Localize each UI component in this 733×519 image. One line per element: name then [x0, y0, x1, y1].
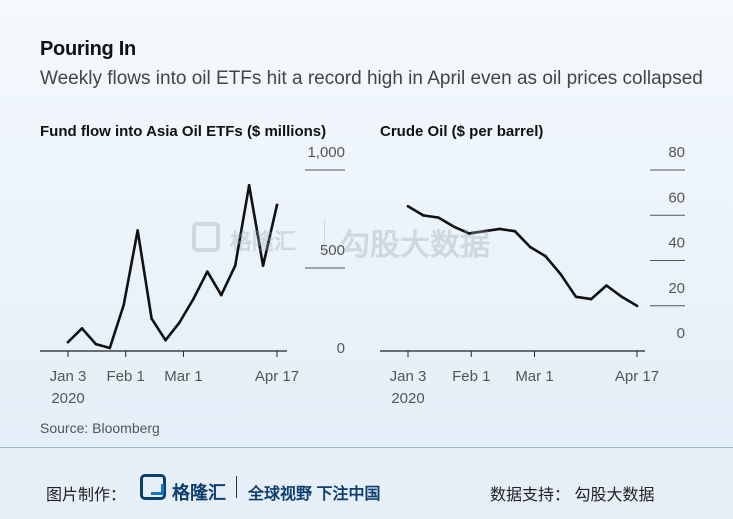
crude-oil-data-point: [483, 229, 486, 233]
crude-oil-data-point: [513, 229, 517, 233]
watermark-divider: [324, 220, 325, 256]
fund-flow-data-point: [206, 270, 209, 273]
crude-oil-data-point: [452, 225, 456, 228]
fund-flow-data-point: [66, 340, 70, 344]
watermark-logo-icon: [192, 222, 220, 252]
fund-flow-xtick-label: Jan 3: [50, 368, 87, 385]
fund-flow-series-line: [66, 184, 279, 350]
crude-oil-chart-title: Crude Oil ($ per barrel): [380, 123, 544, 140]
fund-flow-ytick-label: 0: [337, 340, 345, 357]
fund-flow-ytick-label: 500: [320, 242, 345, 259]
crude-oil-data-point: [574, 295, 578, 299]
crude-oil-xtick-label: Mar 1: [515, 368, 553, 385]
footer-made-by: 图片制作：: [46, 487, 127, 504]
footer-divider: [0, 447, 733, 448]
crude-oil-data-point: [528, 245, 532, 249]
watermark-slogan: 勾股大数据: [340, 229, 490, 262]
crude-oil-data-point: [544, 254, 547, 258]
fund-flow-data-point: [192, 297, 195, 301]
figure-subtitle: Weekly flows into oil ETFs hit a record …: [40, 68, 703, 89]
fund-flow-chart-title: Fund flow into Asia Oil ETFs ($ millions…: [40, 123, 327, 140]
crude-oil-ytick-label: 80: [668, 144, 685, 161]
crude-oil-xtick-label: Apr 17: [615, 368, 659, 385]
charts-canvas: 1,000 500 0 Jan 3 2020 Feb 1 Mar 1 Apr 17 80 60 40…: [40, 144, 685, 407]
crude-oil-xtick-label: Feb 1: [452, 368, 490, 385]
fund-flow-ytick-label: 1,000: [307, 144, 345, 161]
fund-flow-xtick-label: Mar 1: [164, 368, 202, 385]
chart-header: Pouring In: [40, 38, 136, 61]
crude-oil-data-point: [406, 205, 410, 208]
footer-separator: [236, 476, 237, 498]
crude-oil-data-point: [605, 284, 608, 287]
fund-flow-xtick-label: Feb 1: [107, 368, 145, 385]
crude-oil-series-line: [406, 205, 639, 308]
fund-flow-data-point: [80, 327, 84, 330]
footer-slogan: 全球视野 下注中国: [248, 486, 381, 503]
crude-oil-data-point: [635, 304, 639, 308]
footer-bar: [0, 448, 733, 519]
crude-oil-data-point: [559, 272, 562, 276]
crude-oil-data-point: [437, 216, 440, 219]
source-note: Source: Bloomberg: [40, 420, 160, 436]
crude-oil-ytick-label: 40: [668, 235, 685, 252]
footer-data-support: 数据支持： 勾股大数据: [490, 487, 655, 504]
figure-title: Pouring In: [40, 38, 136, 60]
crude-oil-ytick-label: 0: [677, 325, 685, 342]
crude-oil-xtick-label: Jan 3: [390, 368, 427, 385]
fund-flow-data-point: [108, 346, 112, 350]
crude-oil-data-point: [620, 295, 624, 299]
fund-flow-data-point: [136, 229, 139, 232]
crude-oil-ytick-label: 20: [668, 280, 685, 297]
crude-oil-ytick-label: 60: [668, 189, 685, 206]
fund-flow-data-point: [94, 342, 98, 346]
fund-flow-data-point: [233, 264, 237, 267]
fund-flow-data-point: [247, 184, 251, 187]
fund-flow-data-point: [219, 293, 223, 297]
crude-oil-data-point: [589, 297, 593, 301]
footer-brand: 格隆汇: [172, 483, 226, 503]
crude-oil-data-point: [467, 232, 471, 235]
footer-logo-icon: [140, 474, 166, 500]
fund-flow-data-point: [261, 264, 265, 267]
crude-oil-data-point: [421, 214, 425, 217]
crude-oil-xtick-label: 2020: [391, 390, 424, 407]
fund-flow-data-point: [122, 303, 126, 307]
fund-flow-xtick-label: 2020: [51, 390, 84, 407]
crude-oil-data-point: [498, 227, 501, 231]
fund-flow-data-point: [150, 317, 153, 320]
fund-flow-data-point: [178, 321, 181, 324]
fund-flow-data-point: [275, 203, 279, 207]
watermark-brand: 格隆汇: [230, 229, 297, 254]
fund-flow-xtick-label: Apr 17: [255, 368, 299, 385]
fund-flow-data-point: [164, 338, 167, 342]
